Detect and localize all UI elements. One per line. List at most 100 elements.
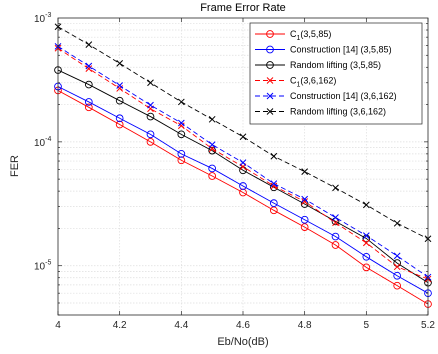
x-tick-label: 4.6	[236, 320, 250, 331]
marker-stroke	[208, 141, 216, 148]
legend-label: C1(3,5,85)	[290, 29, 331, 42]
marker-stroke	[85, 65, 93, 73]
data-point	[270, 180, 278, 187]
marker-stroke	[332, 184, 339, 192]
data-point	[362, 263, 371, 272]
data-point	[393, 252, 401, 260]
legend-marker	[266, 30, 274, 38]
x-tick-label: 4.8	[298, 320, 312, 331]
marker-stroke	[177, 98, 185, 106]
legend-marker	[266, 108, 274, 115]
legend-entry: C1(3,6,162)	[255, 76, 336, 89]
marker-stroke	[362, 201, 370, 209]
data-point	[146, 138, 155, 146]
legend-box	[249, 22, 423, 125]
marker-stroke	[301, 168, 309, 175]
marker-stroke	[301, 198, 309, 205]
data-point	[208, 164, 217, 173]
data-point	[331, 232, 340, 241]
y-axis-label: FER	[9, 155, 21, 177]
data-point	[362, 201, 370, 209]
y-tick-label: 10-5	[34, 260, 51, 273]
marker-stroke	[270, 180, 278, 187]
x-tick-label: 5	[364, 320, 370, 331]
legend-marker	[266, 45, 274, 54]
data-point	[115, 114, 124, 123]
data-point	[116, 82, 124, 89]
data-point	[177, 122, 185, 130]
data-point	[301, 168, 309, 175]
data-point	[393, 219, 401, 227]
chart-title: Frame Error Rate	[200, 2, 286, 14]
marker-stroke	[270, 182, 278, 190]
legend-marker	[266, 92, 274, 100]
data-point	[177, 98, 185, 106]
marker-stroke	[266, 77, 274, 84]
data-point	[393, 281, 402, 290]
data-point	[146, 130, 155, 139]
data-point	[270, 182, 278, 190]
data-point	[270, 152, 278, 160]
y-tick-label: 10-4	[34, 136, 51, 149]
legend-marker	[266, 61, 274, 69]
data-point	[362, 252, 371, 261]
data-point	[301, 198, 309, 205]
data-point	[147, 79, 154, 87]
x-tick-label: 4.2	[113, 320, 127, 331]
data-point	[84, 103, 93, 112]
axis-ticks: 4 4.2 4.4 4.6 4.8 5 5.2 10-5 10-4 10-3	[34, 12, 435, 331]
data-point	[300, 215, 309, 224]
series-6	[54, 23, 432, 243]
marker-stroke	[362, 232, 370, 239]
y-tick-label: 10-3	[34, 12, 51, 25]
legend-entry: Construction [14] (3,6,162)	[255, 91, 397, 101]
data-point	[177, 130, 186, 139]
marker-stroke	[301, 195, 309, 203]
data-point	[84, 80, 93, 89]
marker-stroke	[116, 60, 124, 67]
data-point	[85, 65, 93, 73]
data-point	[177, 119, 185, 127]
data-point	[116, 60, 124, 67]
series-line	[57, 90, 429, 305]
marker-stroke	[332, 219, 339, 227]
marker-stroke	[362, 239, 370, 247]
data-point	[208, 172, 217, 180]
data-point	[239, 133, 247, 141]
series-line	[57, 86, 429, 294]
marker-stroke	[393, 263, 401, 271]
series-line	[57, 69, 429, 284]
x-axis-label: Eb/No(dB)	[217, 336, 268, 348]
data-point	[362, 232, 370, 239]
marker-stroke	[266, 108, 274, 115]
data-point	[208, 141, 216, 148]
legend-entry: Construction [14] (3,5,85)	[255, 45, 392, 55]
marker-stroke	[85, 62, 93, 70]
series-2	[54, 82, 432, 298]
legend-label: Random lifting (3,6,162)	[290, 107, 386, 117]
data-point	[115, 120, 124, 129]
marker-stroke	[116, 82, 124, 89]
marker-stroke	[177, 119, 185, 127]
marker-stroke	[393, 252, 401, 260]
series-1	[54, 86, 432, 308]
marker-stroke	[147, 79, 154, 87]
data-point	[393, 271, 402, 280]
marker-stroke	[177, 122, 185, 130]
marker-stroke	[85, 41, 93, 48]
data-point	[208, 115, 216, 123]
data-point	[85, 62, 93, 70]
data-point	[332, 219, 339, 227]
legend: C1(3,5,85) Construction [14] (3,5,85) Rand…	[249, 22, 423, 125]
marker-stroke	[332, 214, 339, 221]
data-point	[147, 101, 154, 109]
legend-marker	[266, 77, 274, 84]
data-point	[300, 200, 309, 208]
data-point	[85, 41, 93, 48]
x-tick-label: 4.4	[174, 320, 188, 331]
data-point	[269, 199, 278, 207]
marker-stroke	[239, 133, 247, 141]
data-point	[332, 214, 339, 221]
marker-stroke	[239, 159, 247, 166]
